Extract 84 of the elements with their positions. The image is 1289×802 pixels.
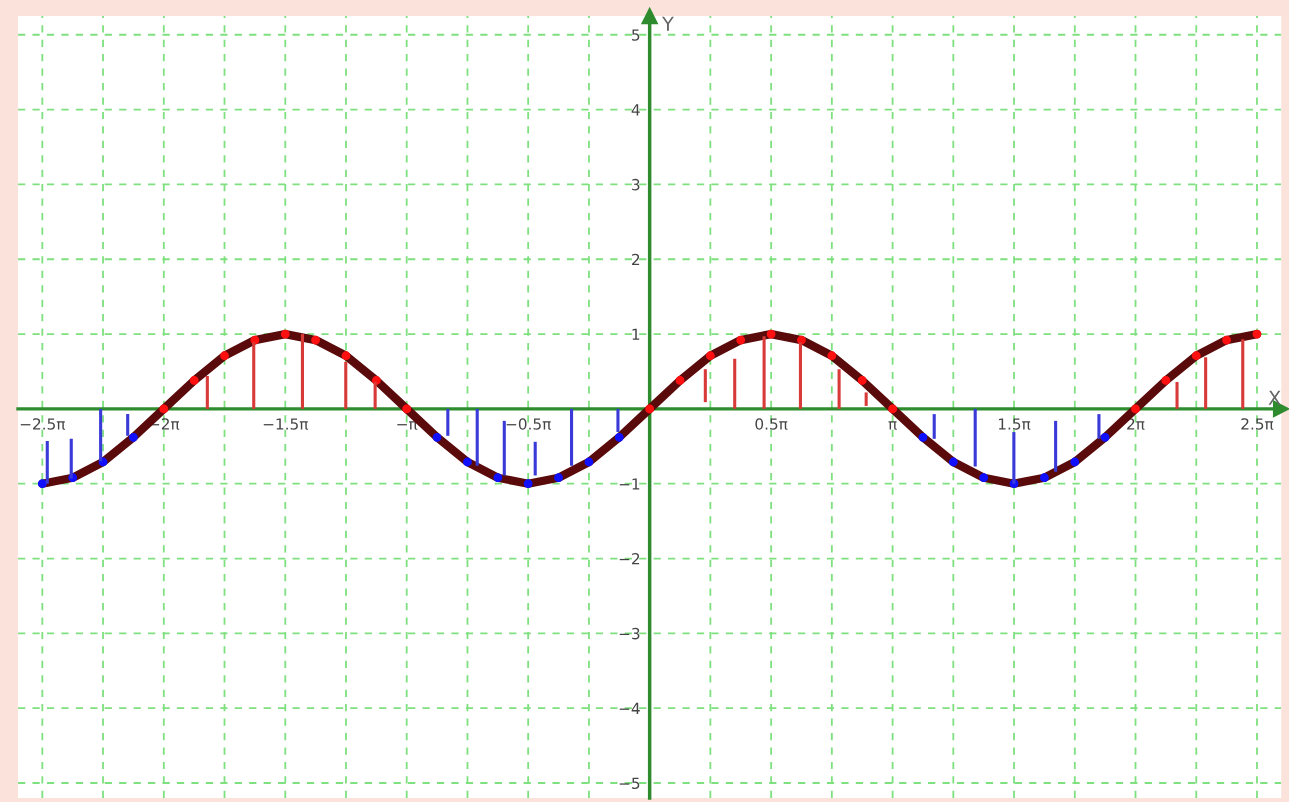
point [857,376,867,385]
point [1191,351,1201,361]
bar [798,342,802,409]
x-tick-label: −0.5π [506,418,551,430]
point [37,479,47,489]
bar [205,375,209,409]
point [341,351,351,361]
point [736,335,746,345]
point [614,432,624,442]
x-axis-title: X [1268,390,1281,405]
y-tick-label: −5 [619,777,640,790]
y-tick-label: 5 [632,29,640,41]
point [675,376,685,385]
y-tick-label: −4 [619,702,640,714]
bar [1012,432,1016,484]
point [645,404,655,414]
bar [932,414,936,439]
point [888,404,898,414]
point [493,473,503,483]
point [402,404,412,414]
point [432,432,442,442]
x-tick-label: 2.5π [1241,418,1274,430]
point [463,457,472,467]
point [948,457,958,467]
point [918,432,928,442]
y-tick-label: 1 [632,328,640,340]
point [1070,457,1080,467]
bar [1204,357,1208,409]
bar [533,441,537,476]
point [129,432,138,442]
point [979,473,989,483]
bar [69,438,73,479]
y-tick-label: −1 [619,478,640,490]
bar [344,361,348,409]
bar [99,408,103,462]
bar [703,369,707,403]
x-tick-label: 0.5π [755,418,788,430]
y-tick-label: −2 [619,553,640,565]
bar [973,408,977,467]
x-tick-label: π [888,421,897,430]
point [1131,404,1140,414]
point [1252,329,1262,339]
y-axis-title: Y [661,16,674,31]
bar [252,342,256,409]
bar [373,381,377,409]
bar [616,408,620,433]
point [280,329,290,339]
bar [475,408,479,466]
y-tick-label: 2 [632,253,640,266]
bar [126,414,130,436]
bar [1054,420,1058,472]
bar [45,441,49,484]
point [827,351,837,361]
x-tick-label: −2.5π [20,418,66,430]
point [1161,376,1171,385]
bar [446,408,450,436]
bar [1241,339,1245,409]
point [705,351,715,361]
bar [837,369,841,409]
point [523,479,533,489]
bar [864,392,868,406]
point [554,473,563,483]
point [1222,335,1231,345]
x-tick-label: −2π [149,418,180,430]
bar [1097,414,1101,439]
bar [1175,381,1179,409]
bar [733,358,737,409]
y-tick-label: −3 [619,627,640,640]
y-tick-label: 4 [631,104,640,116]
point [220,351,229,361]
x-tick-label: 1.5π [998,418,1031,430]
x-tick-label: −1.5π [263,418,309,430]
point [1040,473,1049,483]
y-tick-label: 3 [632,178,640,191]
bar [570,408,574,466]
point [159,404,169,414]
bar [762,336,766,409]
point [1100,432,1110,442]
bar [300,334,304,409]
bar [502,420,506,476]
point [189,376,199,385]
point [584,457,594,467]
point [311,335,320,345]
point [766,329,776,339]
